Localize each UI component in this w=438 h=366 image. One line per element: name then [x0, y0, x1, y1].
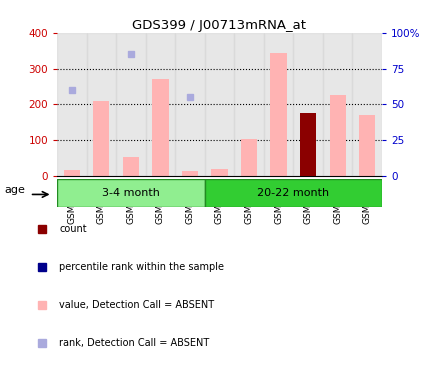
Bar — [322, 33, 352, 176]
Bar — [263, 33, 293, 176]
Bar — [299, 113, 315, 176]
Bar — [358, 115, 374, 176]
Bar — [152, 79, 168, 176]
Bar — [93, 101, 109, 176]
FancyBboxPatch shape — [204, 179, 381, 207]
FancyBboxPatch shape — [57, 179, 204, 207]
Bar — [145, 33, 175, 176]
Bar — [175, 33, 204, 176]
Bar — [204, 33, 234, 176]
Bar — [86, 33, 116, 176]
Bar — [352, 33, 381, 176]
Bar — [329, 96, 345, 176]
Text: percentile rank within the sample: percentile rank within the sample — [59, 262, 224, 272]
Bar — [211, 168, 227, 176]
Bar — [234, 33, 263, 176]
Bar — [293, 33, 322, 176]
Text: 20-22 month: 20-22 month — [257, 188, 328, 198]
Text: rank, Detection Call = ABSENT: rank, Detection Call = ABSENT — [59, 338, 209, 348]
Text: 3-4 month: 3-4 month — [102, 188, 159, 198]
Text: age: age — [4, 185, 25, 195]
Bar — [181, 171, 198, 176]
Bar — [270, 53, 286, 176]
Text: value, Detection Call = ABSENT: value, Detection Call = ABSENT — [59, 300, 214, 310]
Text: count: count — [59, 224, 87, 235]
Bar — [57, 33, 86, 176]
Bar — [240, 139, 257, 176]
Title: GDS399 / J00713mRNA_at: GDS399 / J00713mRNA_at — [132, 19, 306, 32]
Bar — [123, 157, 139, 176]
Bar — [116, 33, 145, 176]
Bar — [64, 170, 80, 176]
